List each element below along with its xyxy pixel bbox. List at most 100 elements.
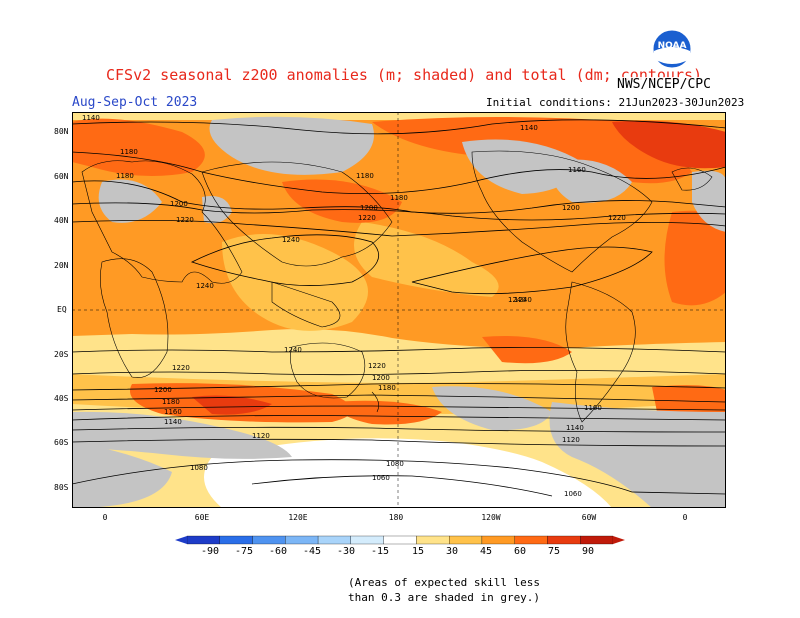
lat-label: 20N [54,261,69,270]
contour-label: 1180 [162,398,180,406]
coastlines [81,150,713,423]
anomaly-darkorange-east-pacific [482,336,572,364]
contour-label: 1200 [170,200,188,208]
lowskill-south-pacific [432,386,552,431]
lat-label: 20S [54,350,69,359]
colorbar-tick-label: -30 [336,546,356,557]
contour-label: 1180 [120,148,138,156]
lat-label: 80S [54,483,69,492]
lowskill-antarctic-west [72,442,172,508]
contour-label: 1180 [356,172,374,180]
contour-label: 1120 [562,436,580,444]
colorbar-tick-label: 90 [581,546,595,557]
contour-label: 1180 [390,194,408,202]
contour-label: 1160 [584,404,602,412]
contour-label: 1160 [164,408,182,416]
colorbar-cell [416,535,450,545]
initial-conditions-label: Initial conditions: 21Jun2023-30Jun2023 [486,96,745,109]
lon-label: 60E [194,513,210,522]
anomaly-yellow-pacific [354,222,499,297]
season-label: Aug-Sep-Oct 2023 [72,95,198,110]
contour-label: 1060 [372,474,390,482]
contour-label: 1220 [176,216,194,224]
contour-label-group: 1140 1180 1180 1200 1220 1240 1240 1240 … [82,114,626,498]
lon-label: 0 [682,513,688,522]
lon-label: 120E [288,513,308,522]
contour-label: 1240 [514,296,532,304]
lowskill-southern-ocean [549,402,726,508]
anomaly-red-south-indian [192,395,272,415]
colorbar-tick-label: -90 [200,546,220,557]
contour-label: 1200 [372,374,390,382]
contour-label: 1220 [358,214,376,222]
contour-label: 1240 [282,236,300,244]
lowskill-caspian [202,196,232,224]
anomaly-darkorange-japan [282,179,402,223]
lat-label: 40S [54,394,69,403]
anomaly-darkorange-south-atlantic [652,385,726,419]
lat-label: EQ [57,305,67,314]
anomaly-map: 1140 1180 1180 1200 1220 1240 1240 1240 … [72,112,726,508]
noaa-logo-text: NOAA [658,41,687,51]
map-title: CFSv2 seasonal z200 anomalies (m; shaded… [106,66,703,84]
lowskill-canada [551,159,632,203]
lat-label: 60N [54,172,69,181]
colorbar-cell [285,535,319,545]
colorbar-cell [580,535,614,545]
lowskill-north-atlantic [692,170,726,232]
contour-label: 1140 [566,424,584,432]
contour-label: 1240 [508,296,526,304]
lowskill-europe [98,179,162,223]
colorbar-tick-label: -15 [370,546,390,557]
contour-label: 1200 [360,204,378,212]
colorbar-tick-label: -45 [302,546,322,557]
colorbar-cell [219,535,253,545]
lowskill-alaska [462,139,582,194]
lon-label: 180 [388,513,404,522]
colorbar-cell [449,535,483,545]
contour-label: 1180 [116,172,134,180]
agency-label: NWS/NCEP/CPC [617,77,711,92]
colorbar [175,535,625,545]
anomaly-darkorange-atlantic [664,210,726,306]
colorbar-tick-label: -75 [234,546,254,557]
skill-note-line: (Areas of expected skill less [348,576,541,589]
contour-label: 1240 [196,282,214,290]
lat-label: 80N [54,127,69,136]
colorbar-cell [350,535,384,545]
anomaly-yellow-asia [222,234,368,331]
height-contours [72,119,726,497]
colorbar-cell [383,535,417,545]
contour-label: 1180 [378,384,396,392]
colorbar-cell [317,535,351,545]
contour-label: 1140 [164,418,182,426]
anomaly-white-antarctic [204,438,612,508]
map-frame [72,112,726,508]
contour-label: 1060 [564,490,582,498]
colorbar-tick-label: -60 [268,546,288,557]
skill-note-line: than 0.3 are shaded in grey.) [348,591,541,604]
colorbar-tick-label: 45 [479,546,493,557]
colorbar-cell [481,535,515,545]
colorbar-cell [186,535,220,545]
colorbar-tick-label: 30 [445,546,459,557]
colorbar-right-arrow [613,536,625,544]
colorbar-cell [252,535,286,545]
contour-label: 1160 [568,166,586,174]
contour-label: 1220 [172,364,190,372]
lon-label: 60W [581,513,597,522]
contour-label: 1200 [154,386,172,394]
anomaly-red-arctic [612,120,726,169]
skill-note: (Areas of expected skill less than 0.3 a… [348,575,540,605]
contour-label: 1140 [520,124,538,132]
contour-label: 1200 [562,204,580,212]
contour-label: 1220 [368,362,386,370]
contour-label: 1080 [386,460,404,468]
lon-label: 0 [102,513,108,522]
contour-label: 1140 [82,114,100,122]
colorbar-cell [547,535,581,545]
lowskill-siberia [209,116,374,175]
reference-lines [72,112,726,508]
lowskill-south-indian [72,411,292,459]
colorbar-left-arrow [175,536,187,544]
